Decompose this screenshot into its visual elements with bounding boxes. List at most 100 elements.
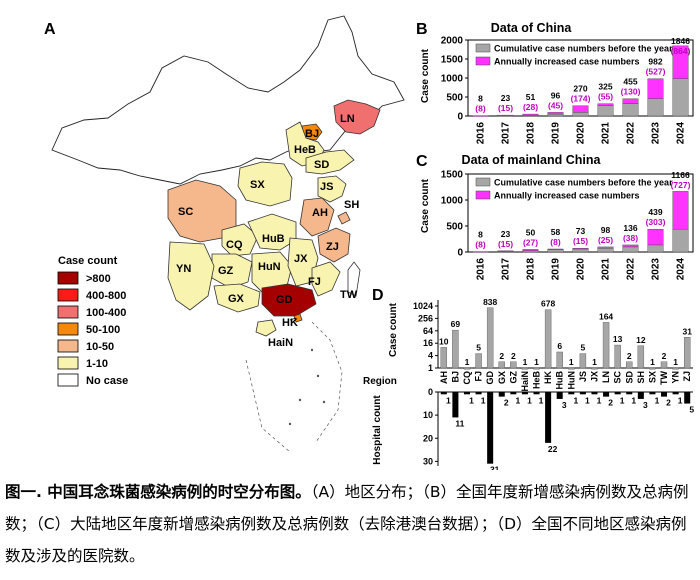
- map-legend-title: Case count: [58, 255, 118, 267]
- x-tick-label: 2019: [551, 122, 562, 145]
- map-label: GX: [228, 293, 245, 305]
- panel-c-chart: C Data of mainland China Case count 0 500…: [416, 153, 694, 281]
- province-hk: [293, 313, 303, 323]
- map-legend-label: 1-10: [86, 358, 108, 370]
- map-legend-swatch: [57, 305, 79, 319]
- hospital-count-bar: [626, 392, 633, 395]
- hospital-count-label: 1: [620, 395, 625, 405]
- bar-increased: [522, 249, 539, 252]
- case-count-label: 2: [499, 351, 504, 361]
- bar-cumulative: [547, 113, 564, 117]
- bar-increase-label: (38): [623, 233, 638, 243]
- map-legend-swatch: [57, 356, 79, 370]
- y-tick-label: 500: [446, 93, 463, 104]
- map-label: SX: [250, 179, 265, 191]
- panel-b-chart: B Data of China Case count 0 500 1000 1500 2…: [416, 21, 694, 145]
- y-tick-label: 0: [457, 112, 463, 123]
- case-count-bar: [660, 361, 668, 369]
- x-tick-label: 2022: [626, 122, 637, 145]
- case-count-bar: [510, 361, 517, 369]
- hospital-count-bar: [440, 392, 447, 395]
- case-count-bar: [463, 367, 471, 370]
- map-legend-label: 50-100: [86, 324, 120, 336]
- x-tick-label: 2019: [551, 258, 562, 281]
- province-tw: [347, 261, 361, 297]
- bar-cumulative: [597, 248, 614, 253]
- map-label: SD: [314, 159, 329, 171]
- hospital-count-label: 31: [490, 465, 500, 470]
- x-tick-label: 2018: [526, 258, 537, 281]
- region-label: AH: [439, 371, 449, 384]
- hospital-count-bar: [579, 392, 586, 395]
- bar-cumulative: [622, 246, 639, 253]
- province-heb: [285, 121, 325, 167]
- case-count-bar: [568, 367, 575, 370]
- region-label: HeB: [532, 371, 542, 390]
- hospital-count-label: 1: [539, 395, 544, 405]
- top-y-tick-label: 64: [423, 326, 433, 336]
- region-label: GX: [497, 371, 507, 384]
- province-js: [317, 175, 347, 203]
- bar-total-label: 325: [598, 82, 612, 92]
- case-count-bar: [533, 367, 540, 370]
- hospital-count-label: 1: [481, 395, 486, 405]
- bar-total-label: 136: [623, 223, 637, 233]
- case-count-bar: [626, 361, 633, 369]
- bar-increase-label: (15): [498, 239, 513, 249]
- caption-body: （A）地区分布；（B）全国年度新增感染病例数及总病例数；（C）大陆地区年度新增感…: [5, 483, 689, 565]
- south-sea-islands: [288, 348, 326, 426]
- bar-total-label: 51: [526, 92, 536, 102]
- case-count-label: 10: [439, 336, 449, 346]
- hospital-count-bar: [545, 392, 552, 443]
- panel-b-letter: B: [416, 21, 428, 38]
- case-count-label: 12: [636, 335, 646, 345]
- province-yn: [167, 241, 215, 311]
- bar-total-label: 58: [551, 227, 561, 237]
- case-count-label: 6: [557, 341, 562, 351]
- case-count-label: 5: [581, 343, 586, 353]
- province-gx: [213, 283, 261, 313]
- hospital-count-bar: [475, 392, 482, 395]
- case-count-bar: [649, 367, 656, 370]
- hospital-count-label: 1: [446, 395, 451, 405]
- region-label: YN: [671, 371, 681, 384]
- bar-total-label: 982: [648, 57, 662, 67]
- bar-total-label: 98: [601, 225, 611, 235]
- case-count-label: 13: [613, 334, 623, 344]
- x-tick-label: 2017: [501, 122, 512, 145]
- legend-label-increased: Annually increased case numbers: [494, 191, 640, 201]
- case-count-label: 1: [523, 357, 528, 367]
- bar-increased: [672, 45, 689, 79]
- bar-increased: [497, 250, 514, 252]
- hospital-count-label: 2: [666, 398, 671, 408]
- hospital-count-label: 1: [655, 395, 660, 405]
- map-legend-swatch: [57, 288, 79, 302]
- y-tick-label: 0: [457, 248, 463, 259]
- bottom-y-tick-label: 10: [423, 410, 433, 420]
- hospital-count-bar: [672, 392, 679, 395]
- map-label: HeB: [294, 144, 316, 156]
- bottom-y-tick-label: 0: [428, 387, 433, 397]
- hospital-count-label: 1: [515, 395, 520, 405]
- hospital-count-bar: [649, 392, 656, 395]
- x-tick-label: 2022: [626, 258, 637, 281]
- region-label: TW: [659, 371, 669, 385]
- bar-increase-label: (15): [498, 103, 513, 113]
- bar-increased: [597, 246, 614, 249]
- case-count-bar: [591, 367, 598, 370]
- bottom-y-tick-label: 30: [423, 456, 433, 466]
- bar-increased: [572, 248, 589, 250]
- bar-cumulative: [572, 112, 589, 117]
- province-zj: [317, 227, 351, 263]
- case-count-label: 2: [662, 351, 667, 361]
- case-count-label: 164: [599, 311, 613, 321]
- bar-increase-label: (8): [550, 237, 561, 247]
- hk-leader-line: [289, 317, 297, 321]
- case-count-bar: [579, 353, 587, 369]
- map-label: HuN: [258, 261, 281, 273]
- bar-increase-label: (130): [621, 87, 641, 97]
- bar-increased: [547, 248, 564, 250]
- bar-increased: [497, 114, 514, 117]
- region-label: ZJ: [682, 371, 692, 382]
- region-label: GZ: [508, 370, 518, 383]
